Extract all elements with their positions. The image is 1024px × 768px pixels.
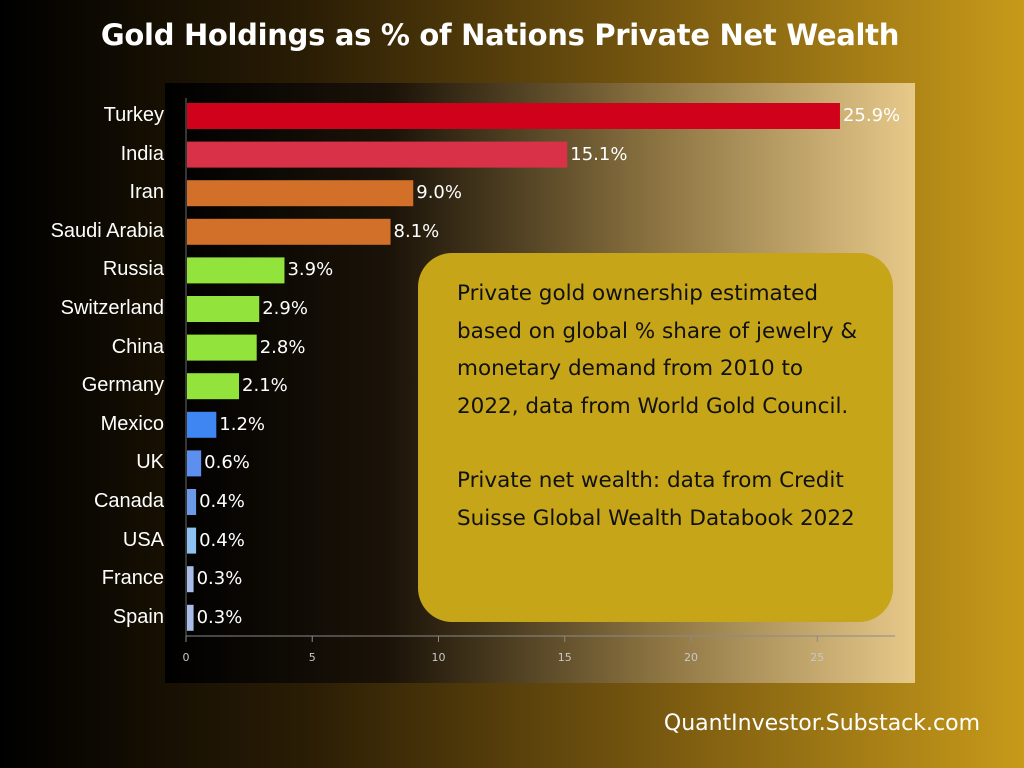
page-title: Gold Holdings as % of Nations Private Ne…	[100, 18, 900, 52]
data-label: 0.3%	[196, 568, 243, 590]
category-label: Canada	[93, 490, 164, 512]
category-label: France	[101, 567, 164, 590]
bar	[187, 334, 257, 361]
x-tick-label: 15	[558, 651, 572, 664]
category-label: UK	[136, 451, 164, 474]
category-label: USA	[122, 528, 164, 551]
data-label: 25.9%	[842, 105, 901, 126]
category-label: China	[111, 335, 164, 358]
bar	[187, 566, 194, 593]
category-label: Saudi Arabia	[50, 219, 164, 242]
category-label: Germany	[81, 374, 164, 397]
x-tick-label: 20	[684, 651, 698, 664]
category-label: Switzerland	[60, 297, 164, 319]
category-label: Spain	[112, 605, 164, 628]
category-label: Russia	[102, 258, 164, 281]
category-label: India	[120, 142, 164, 165]
bar	[187, 218, 391, 245]
bar	[187, 489, 197, 515]
data-label: 2.8%	[259, 336, 306, 358]
bar	[187, 527, 197, 554]
category-label: Mexico	[100, 412, 164, 435]
category-label: Iran	[129, 181, 164, 204]
note-paragraph-2: Private net wealth: data from Credit Sui…	[457, 468, 855, 531]
bar	[187, 411, 217, 438]
data-label: 1.2%	[219, 413, 266, 435]
data-label: 0.4%	[199, 491, 245, 512]
data-label: 2.9%	[262, 298, 308, 319]
data-label: 0.4%	[199, 529, 245, 551]
bar	[187, 141, 568, 168]
bar	[187, 180, 414, 207]
note-box: Private gold ownership estimated based o…	[418, 253, 893, 622]
data-label: 3.9%	[287, 259, 334, 281]
data-label: 0.3%	[196, 606, 243, 628]
data-label: 2.1%	[242, 375, 288, 397]
data-label: 0.6%	[204, 452, 250, 474]
data-label: 9.0%	[416, 182, 462, 204]
bar	[187, 257, 285, 284]
note-paragraph-1: Private gold ownership estimated based o…	[457, 281, 858, 419]
bar	[187, 103, 840, 129]
x-tick-label: 25	[810, 651, 824, 664]
data-label: 8.1%	[393, 220, 440, 242]
bar-chart: 0 5 10 15 20 25	[183, 98, 895, 664]
category-label: Turkey	[103, 104, 164, 126]
x-tick-label: 5	[309, 651, 316, 664]
bar	[187, 296, 260, 322]
bar	[187, 373, 240, 400]
x-tick-label: 0	[183, 651, 190, 664]
x-tick-label: 10	[432, 651, 446, 664]
footer-credit: QuantInvestor.Substack.com	[663, 711, 980, 736]
data-label: 15.1%	[570, 143, 628, 165]
bar	[187, 604, 194, 631]
bar	[187, 450, 202, 477]
